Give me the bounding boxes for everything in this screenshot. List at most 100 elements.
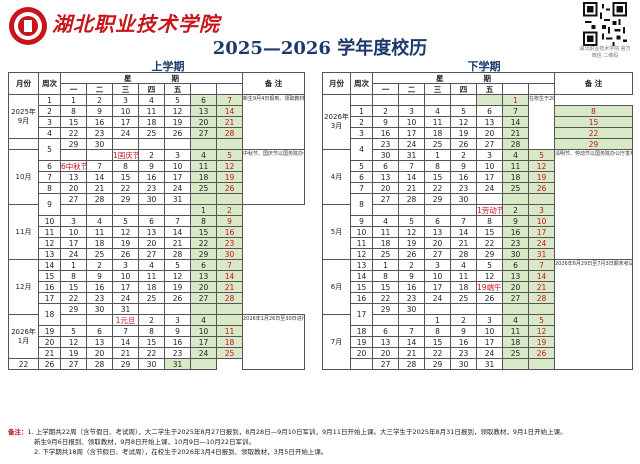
day-cell: 10 <box>190 325 217 337</box>
qr-code-icon[interactable] <box>583 2 627 46</box>
day-cell: 8 <box>190 215 217 227</box>
day-cell: 13 <box>424 226 451 238</box>
first-semester-calendar: 月份 周次星期备 注一二三四五六日 2025年 9月 1 1 2 3 4 5 6 7 新生9月4日报到… <box>8 72 305 370</box>
day-cell: 1 <box>60 94 87 106</box>
month-cell: 5月 <box>322 204 351 260</box>
day-cell: 23 <box>372 138 399 150</box>
table-row: 3 16 17 18 19 20 21 22 <box>323 127 633 139</box>
day-cell: 3 <box>476 149 503 161</box>
day-cell: 30 <box>450 358 477 370</box>
table-row: 12 17 18 19 20 21 22 23 <box>9 237 305 249</box>
day-cell: 7 <box>216 259 243 271</box>
school-name: 湖北职业技术学院 <box>52 12 220 36</box>
day-cell: 1 <box>190 204 217 216</box>
day-cell: 12 <box>164 105 191 117</box>
day-cell: 23 <box>86 292 113 304</box>
table-row: 27 28 29 30 31 <box>323 358 633 370</box>
day-cell: 26 <box>216 182 243 194</box>
day-cell: 20 <box>138 237 165 249</box>
day-cell: 8 <box>476 215 503 227</box>
table-row: 16 15 16 17 18 19 20 21 <box>9 281 305 293</box>
month-cell: 2025年 9月 <box>8 94 39 139</box>
weekday-header: 二 <box>86 83 113 95</box>
day-cell: 30 <box>450 193 477 205</box>
day-cell: 3 <box>112 94 139 106</box>
day-cell: 24 <box>424 292 451 304</box>
day-cell: 15 <box>190 226 217 238</box>
day-cell: 23 <box>450 182 477 194</box>
day-cell: 5 <box>476 259 503 271</box>
week-number-cell: 4 <box>38 127 61 139</box>
day-cell: 23 <box>138 182 165 194</box>
day-cell: 4 <box>138 94 165 106</box>
day-cell <box>190 303 217 315</box>
table-row: 12 25 26 27 28 29 30 31 <box>323 248 633 260</box>
day-cell: 29 <box>60 303 87 315</box>
day-cell: 18 <box>138 281 165 293</box>
day-cell: 30 <box>138 358 165 370</box>
day-cell: 25 <box>424 138 451 150</box>
day-cell: 19 <box>528 336 555 348</box>
day-cell: 16 <box>372 127 399 139</box>
day-cell: 3 <box>528 204 555 216</box>
day-cell: 28 <box>398 193 425 205</box>
day-cell: 22 <box>60 127 87 139</box>
day-cell: 1元旦 <box>112 314 139 326</box>
day-cell: 6 <box>372 160 399 172</box>
day-cell: 17 <box>112 281 139 293</box>
footer-line-3: 2. 下学期共18周（含节假日、考试周），在校生于2026年3月4日报到、领取教… <box>34 448 328 456</box>
day-cell: 22 <box>476 237 503 249</box>
day-cell: 27 <box>138 248 165 260</box>
day-cell: 13 <box>372 336 399 348</box>
day-cell <box>372 314 399 326</box>
day-cell: 18 <box>138 116 165 128</box>
week-number-cell: 10 <box>38 215 61 227</box>
day-cell: 24 <box>398 138 425 150</box>
day-cell: 23 <box>398 292 425 304</box>
table-row: 20 12 13 14 15 16 17 18 <box>9 336 305 348</box>
day-cell: 26 <box>528 182 555 194</box>
day-cell: 13 <box>86 336 113 348</box>
weekday-header-star: 星 <box>124 73 132 83</box>
day-cell: 5 <box>164 94 191 106</box>
month-cell: 2026年 3月 <box>322 94 351 150</box>
weekday-header: 一 <box>372 83 399 95</box>
day-cell: 28 <box>398 358 425 370</box>
day-cell: 19 <box>164 116 191 128</box>
day-cell: 29 <box>554 138 633 150</box>
day-cell: 19 <box>60 347 87 359</box>
header: 湖北职业技术学院 2025—2026 学年度校历 湖北职业技术学院 官方 微信 … <box>0 0 640 59</box>
day-cell: 4 <box>86 215 113 227</box>
day-cell: 22 <box>112 182 139 194</box>
day-cell: 27 <box>502 292 529 304</box>
weekday-header: 四 <box>450 83 477 95</box>
day-cell: 1 <box>60 259 87 271</box>
day-cell: 2 <box>450 314 477 326</box>
day-cell: 7 <box>216 94 243 106</box>
day-cell: 13 <box>190 105 217 117</box>
day-cell: 3 <box>60 215 87 227</box>
week-number-cell: 8 <box>350 193 373 216</box>
week-number-cell: 3 <box>350 127 373 139</box>
day-cell: 16 <box>86 116 113 128</box>
day-cell: 25 <box>502 347 529 359</box>
table-row: 22 26 27 28 29 30 31 <box>8 358 305 370</box>
day-cell: 20 <box>60 182 87 194</box>
day-cell: 13 <box>476 116 503 128</box>
month-cell <box>8 138 39 150</box>
day-cell: 13 <box>190 270 217 282</box>
day-cell: 7 <box>398 325 425 337</box>
day-cell: 28 <box>86 358 113 370</box>
day-cell <box>164 303 191 315</box>
day-cell: 31 <box>112 303 139 315</box>
day-cell: 21 <box>450 237 477 249</box>
weekday-header: 五 <box>476 83 503 95</box>
day-cell: 26 <box>476 292 503 304</box>
note-header: 备 注 <box>554 72 633 95</box>
note-cell: 新生9月4日报到、领取教材。9月8日开始上课。10月9日—10月22日军训。 <box>242 94 305 150</box>
day-cell: 16 <box>164 336 191 348</box>
day-cell: 8 <box>554 105 633 117</box>
day-cell: 20 <box>424 237 451 249</box>
day-cell <box>112 138 139 150</box>
day-cell: 10 <box>528 215 555 227</box>
